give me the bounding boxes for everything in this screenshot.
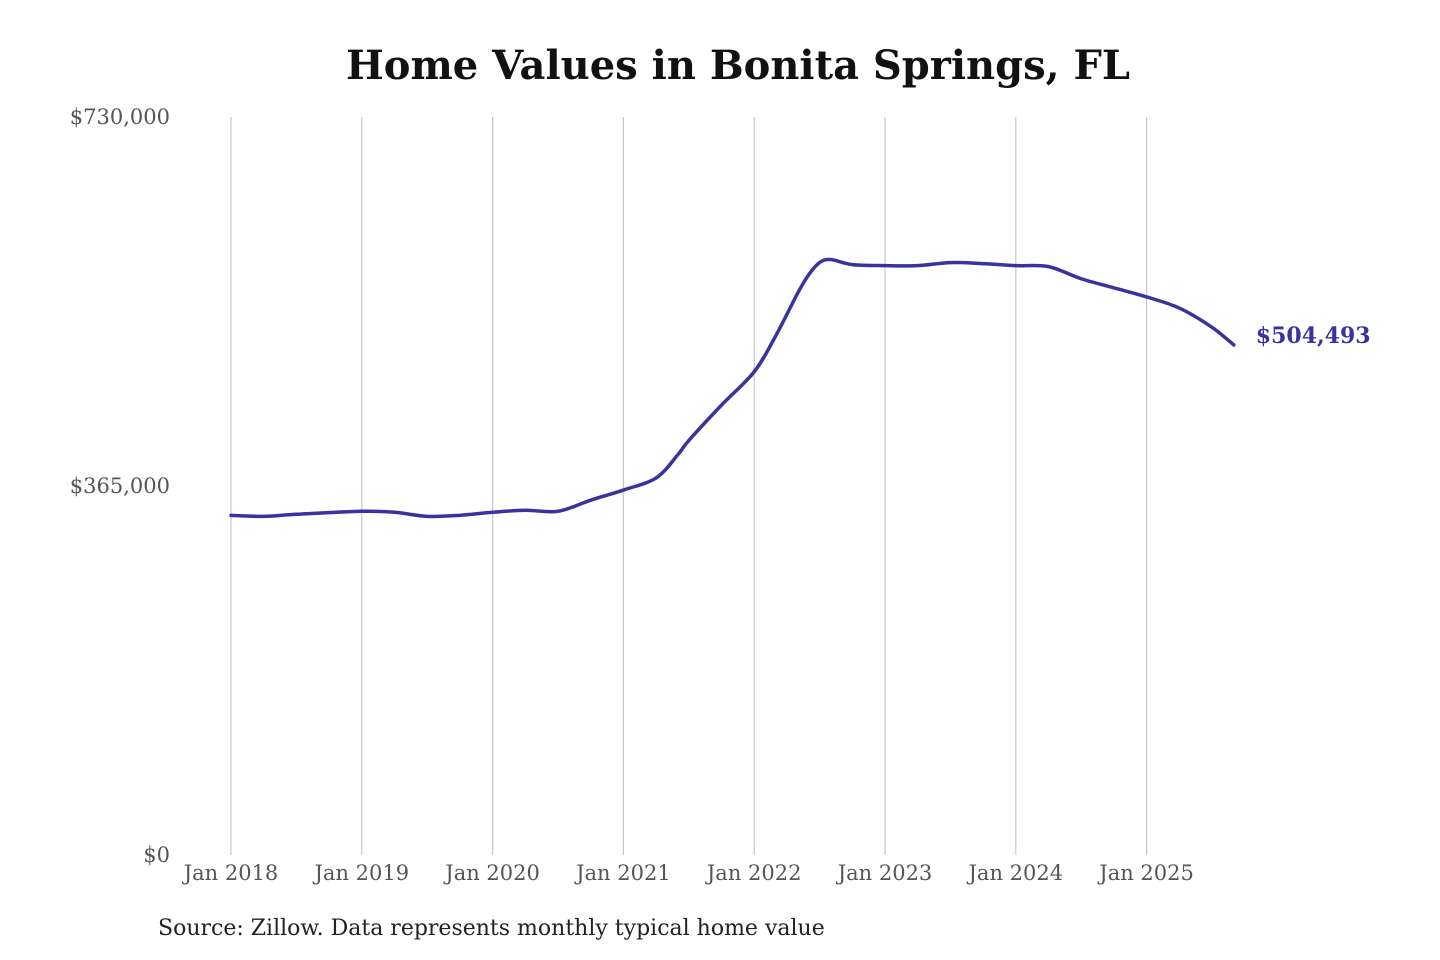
chart-title: Home Values in Bonita Springs, FL — [346, 42, 1130, 89]
y-tick-label: $365,000 — [70, 474, 170, 498]
x-tick-label: Jan 2021 — [574, 861, 671, 885]
x-tick-label: Jan 2020 — [443, 861, 540, 885]
x-tick-label: Jan 2019 — [313, 861, 410, 885]
end-value-label: $504,493 — [1256, 323, 1371, 349]
x-tick-label: Jan 2023 — [836, 861, 933, 885]
y-tick-label: $0 — [143, 843, 170, 867]
x-tick-label: Jan 2018 — [182, 861, 279, 885]
x-tick-label: Jan 2024 — [967, 861, 1064, 885]
series-line — [229, 257, 1236, 519]
y-tick-label: $730,000 — [70, 105, 170, 129]
x-tick-label: Jan 2022 — [705, 861, 802, 885]
source-note: Source: Zillow. Data represents monthly … — [158, 916, 825, 941]
x-tick-label: Jan 2025 — [1097, 861, 1194, 885]
